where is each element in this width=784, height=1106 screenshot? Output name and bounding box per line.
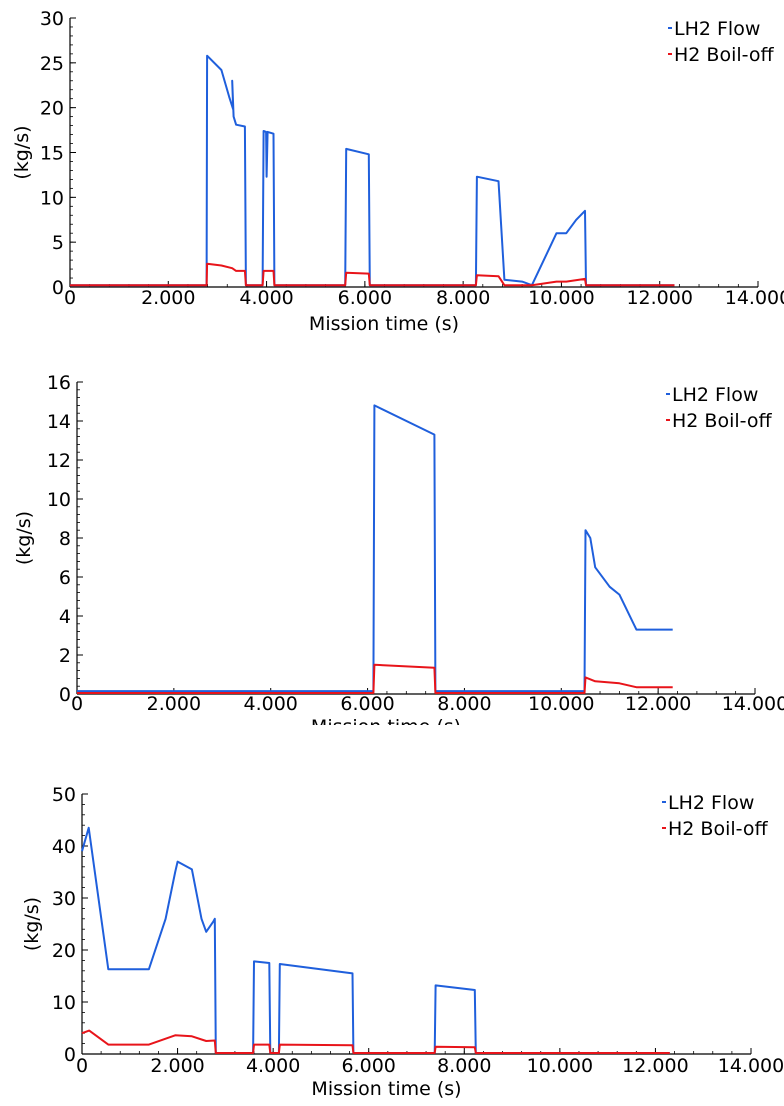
y-tick-label: 0 xyxy=(64,1044,76,1066)
chart-lh2-flow-1: 0 5 10 15 20 25 30 0 2.000 4.000 6.000 8.000 10.000 1… xyxy=(11,8,784,335)
x-tick-label: 2.000 xyxy=(147,693,201,715)
x-tick-label: 12.000 xyxy=(622,1055,688,1077)
x-tick-label: 6.000 xyxy=(342,1055,396,1077)
series-line-h2-boil-off xyxy=(77,663,673,694)
y-tick-label: 6 xyxy=(59,567,71,589)
y-tick-label: 25 xyxy=(40,53,64,75)
x-tick-label: 6.000 xyxy=(340,693,394,715)
series-line-lh2-flow xyxy=(81,826,670,1054)
x-tick-label: 8.000 xyxy=(437,693,491,715)
x-tick-label: 0 xyxy=(76,1055,88,1077)
x-tick-label: 14.000 xyxy=(718,1055,784,1077)
y-tick-label: 2 xyxy=(59,645,71,667)
y-tick-label: 10 xyxy=(52,992,76,1014)
y-tick-label: 10 xyxy=(47,489,71,511)
x-tick-label: 8.000 xyxy=(436,287,490,309)
series-line-h2-boil-off xyxy=(81,1029,670,1054)
x-tick-label: 8.000 xyxy=(437,1055,491,1077)
x-tick-label: 0 xyxy=(71,693,83,715)
y-tick-label: 10 xyxy=(40,187,64,209)
legend-label-lh2-flow: LH2 Flow xyxy=(674,18,760,40)
series-line-h2-boil-off xyxy=(70,262,675,287)
x-tick-label: 12.000 xyxy=(626,287,692,309)
x-tick-label: 10.000 xyxy=(528,287,594,309)
y-axis-title: (kg/s) xyxy=(21,897,43,951)
x-axis-title: Mission time (s) xyxy=(311,716,461,725)
x-tick-label: 6.000 xyxy=(338,287,392,309)
y-tick-label: 20 xyxy=(52,940,76,962)
y-axis-title: (kg/s) xyxy=(13,511,35,565)
y-tick-label: 50 xyxy=(52,784,76,806)
legend-label-lh2-flow: LH2 Flow xyxy=(668,792,754,814)
x-tick-label: 10.000 xyxy=(527,1055,593,1077)
y-tick-label: 0 xyxy=(59,684,71,706)
y-tick-label: 5 xyxy=(52,232,64,254)
x-tick-label: 0 xyxy=(64,287,76,309)
y-tick-label: 30 xyxy=(52,888,76,910)
y-tick-label: 15 xyxy=(40,143,64,165)
x-tick-label: 4.000 xyxy=(246,1055,300,1077)
x-tick-label: 4.000 xyxy=(244,693,298,715)
x-tick-label: 10.000 xyxy=(528,693,594,715)
x-tick-label: 12.000 xyxy=(625,693,691,715)
x-tick-label: 4.000 xyxy=(239,287,293,309)
x-tick-label: 2.000 xyxy=(150,1055,204,1077)
y-tick-label: 8 xyxy=(59,528,71,550)
chart-lh2-flow-2: 0 2 4 6 8 10 12 14 16 0 2.000 4.000 6.000 8.000 10.000… xyxy=(13,372,784,725)
x-tick-label: 14.000 xyxy=(722,693,784,715)
y-tick-label: 0 xyxy=(52,277,64,299)
y-tick-label: 4 xyxy=(59,606,71,628)
x-tick-label: 2.000 xyxy=(141,287,195,309)
x-axis-title: Mission time (s) xyxy=(311,1078,461,1100)
y-tick-label: 12 xyxy=(47,450,71,472)
legend-label-lh2-flow: LH2 Flow xyxy=(672,384,758,406)
legend-label-h2-boil-off: H2 Boil-off xyxy=(668,818,768,840)
y-tick-label: 30 xyxy=(40,8,64,30)
y-tick-label: 40 xyxy=(52,836,76,858)
series-line-lh2-flow xyxy=(77,404,673,693)
x-tick-label: 14.000 xyxy=(725,287,784,309)
chart-lh2-flow-3: 0 10 20 30 40 50 0 2.000 4.000 6.000 8.000 10.000 12… xyxy=(21,784,784,1100)
y-tick-label: 20 xyxy=(40,98,64,120)
series-line-lh2-flow xyxy=(70,54,675,287)
legend-label-h2-boil-off: H2 Boil-off xyxy=(672,410,772,432)
y-tick-label: 14 xyxy=(47,411,71,433)
legend-label-h2-boil-off: H2 Boil-off xyxy=(674,44,774,66)
y-tick-label: 16 xyxy=(47,372,71,394)
y-axis-title: (kg/s) xyxy=(11,125,33,179)
x-axis-title: Mission time (s) xyxy=(309,313,459,335)
